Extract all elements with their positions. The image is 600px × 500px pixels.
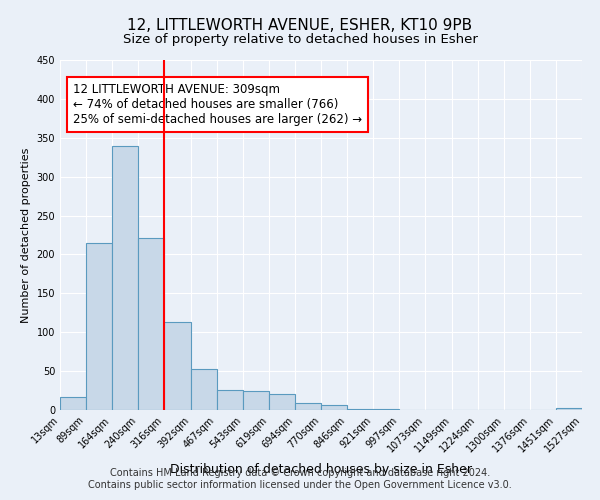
Bar <box>60 397 86 410</box>
Bar <box>373 409 399 410</box>
Bar <box>191 369 217 410</box>
Bar <box>217 390 243 410</box>
Bar <box>556 408 582 410</box>
X-axis label: Distribution of detached houses by size in Esher: Distribution of detached houses by size … <box>170 462 472 475</box>
Text: 12 LITTLEWORTH AVENUE: 309sqm
← 74% of detached houses are smaller (766)
25% of : 12 LITTLEWORTH AVENUE: 309sqm ← 74% of d… <box>73 84 362 126</box>
Bar <box>347 409 373 410</box>
Bar <box>269 394 295 410</box>
Bar <box>138 238 164 410</box>
Bar <box>295 403 321 410</box>
Bar <box>321 406 347 410</box>
Bar <box>243 392 269 410</box>
Bar <box>164 322 191 410</box>
Text: Size of property relative to detached houses in Esher: Size of property relative to detached ho… <box>122 32 478 46</box>
Bar <box>112 146 138 410</box>
Y-axis label: Number of detached properties: Number of detached properties <box>21 148 31 322</box>
Text: 12, LITTLEWORTH AVENUE, ESHER, KT10 9PB: 12, LITTLEWORTH AVENUE, ESHER, KT10 9PB <box>127 18 473 32</box>
Bar <box>86 243 112 410</box>
Text: Contains HM Land Registry data © Crown copyright and database right 2024.
Contai: Contains HM Land Registry data © Crown c… <box>88 468 512 490</box>
